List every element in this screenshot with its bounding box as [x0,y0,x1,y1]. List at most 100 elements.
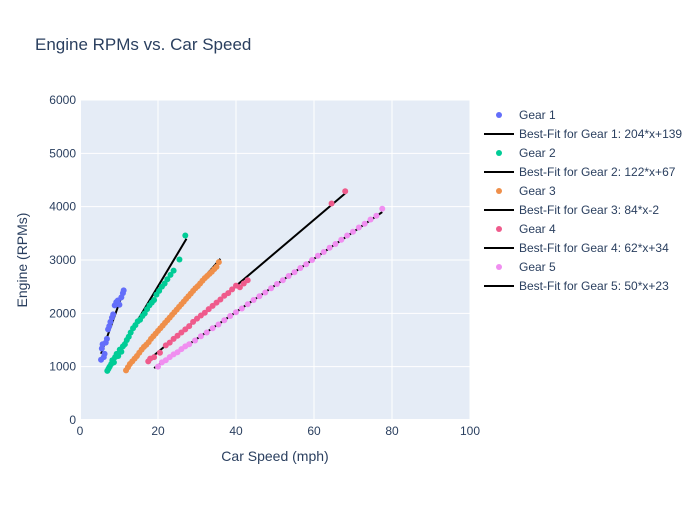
data-point[interactable] [103,335,110,342]
data-point[interactable] [118,348,125,355]
legend[interactable]: Gear 1 Best-Fit for Gear 1: 204*x+139 Gear… [484,108,682,293]
data-point[interactable] [227,313,234,319]
data-point[interactable] [151,297,158,303]
y-tick-label: 2000 [49,306,76,320]
data-point[interactable] [256,293,263,300]
data-point[interactable] [229,286,236,293]
data-point[interactable] [233,309,239,316]
data-point[interactable] [238,305,245,312]
y-tick-label: 6000 [49,93,76,107]
data-point[interactable] [225,290,232,297]
data-point[interactable] [213,263,220,270]
data-point[interactable] [332,241,339,247]
legend-item-gear-5[interactable]: Gear 5 [496,260,556,274]
legend-label: Best-Fit for Gear 1: 204*x+139 [519,127,682,141]
data-point[interactable] [314,252,321,259]
data-point[interactable] [221,317,228,324]
data-point[interactable] [379,205,386,212]
legend-item-gear-1[interactable]: Gear 1 [496,108,556,122]
data-point[interactable] [279,277,286,284]
data-point[interactable] [309,257,316,263]
data-point[interactable] [115,353,122,359]
data-point[interactable] [186,341,193,348]
data-point[interactable] [156,287,163,294]
data-point[interactable] [164,276,171,283]
data-point[interactable] [201,309,208,316]
legend-item-gear-3[interactable]: Gear 3 [496,184,556,198]
data-point[interactable] [273,281,280,287]
data-point[interactable] [192,337,199,344]
legend-item-gear-2[interactable]: Gear 2 [496,146,556,160]
legend-item-gear-4[interactable]: Gear 4 [496,222,556,236]
legend-label: Best-Fit for Gear 2: 122*x+67 [519,165,676,179]
data-point[interactable] [297,265,304,271]
data-point[interactable] [116,301,123,308]
legend-marker [496,150,502,156]
data-point[interactable] [151,354,158,361]
data-point[interactable] [209,325,216,332]
legend-label: Gear 1 [519,108,556,122]
data-point[interactable] [120,287,127,294]
data-point[interactable] [338,236,345,243]
data-point[interactable] [197,333,204,340]
legend-label: Gear 3 [519,184,556,198]
data-point[interactable] [203,329,210,336]
series-gear-5 [155,205,386,370]
data-point[interactable] [320,249,327,255]
data-point[interactable] [155,363,161,370]
legend-marker [496,188,502,194]
data-point[interactable] [215,321,222,328]
legend-marker [496,226,502,232]
data-point[interactable] [161,280,168,287]
data-point[interactable] [217,296,224,303]
data-point[interactable] [344,232,351,239]
data-point[interactable] [110,359,117,366]
x-tick-label: 40 [229,424,243,438]
y-tick-label: 0 [69,413,76,427]
legend-item-fit-gear-4[interactable]: Best-Fit for Gear 4: 62*x+34 [484,241,669,255]
data-point[interactable] [373,212,380,219]
y-tick-label: 1000 [49,360,76,374]
legend-item-fit-gear-5[interactable]: Best-Fit for Gear 5: 50*x+23 [484,279,669,293]
data-point[interactable] [186,323,193,330]
data-point[interactable] [328,200,335,207]
data-point[interactable] [215,259,222,266]
data-point[interactable] [303,261,310,268]
legend-item-fit-gear-3[interactable]: Best-Fit for Gear 3: 84*x-2 [484,203,659,217]
data-point[interactable] [244,301,251,308]
legend-item-fit-gear-1[interactable]: Best-Fit for Gear 1: 204*x+139 [484,127,682,141]
data-point[interactable] [166,339,173,346]
data-point[interactable] [291,269,298,276]
data-point[interactable] [361,220,368,227]
data-point[interactable] [167,271,174,278]
data-point[interactable] [244,277,251,284]
data-point[interactable] [367,216,374,223]
data-point[interactable] [350,228,356,235]
data-point[interactable] [176,256,183,263]
data-point[interactable] [285,273,292,279]
data-point[interactable] [156,349,163,356]
data-point[interactable] [101,350,108,357]
data-point[interactable] [342,188,349,195]
best-fit-line-gear-5 [153,211,383,369]
legend-marker [496,112,502,118]
y-tick-label: 3000 [49,253,76,267]
data-point[interactable] [355,224,362,231]
x-tick-label: 20 [151,424,165,438]
series-gear-2 [104,232,189,374]
x-tick-label: 80 [385,424,399,438]
legend-marker [496,264,502,270]
legend-item-fit-gear-2[interactable]: Best-Fit for Gear 2: 122*x+67 [484,165,676,179]
data-point[interactable] [170,267,177,274]
data-point[interactable] [326,244,333,251]
legend-label: Gear 2 [519,146,556,160]
data-point[interactable] [268,285,275,292]
data-point[interactable] [250,297,257,303]
data-point[interactable] [236,284,243,291]
series-gear-1 [98,287,127,363]
data-point[interactable] [182,232,189,239]
data-point[interactable] [110,311,117,318]
data-point[interactable] [262,289,269,296]
